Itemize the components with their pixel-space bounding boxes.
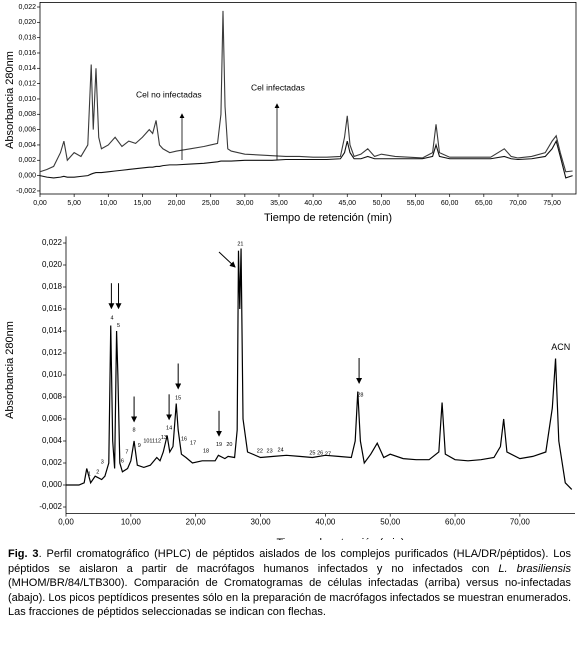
arrow [218, 251, 236, 268]
peak-label: 20 [226, 442, 232, 448]
x-tick-label: 5,00 [67, 200, 81, 207]
x-tick-label: 0,00 [58, 518, 74, 527]
y-tick-label: 0,020 [42, 260, 63, 269]
peak-label: 19 [216, 442, 222, 448]
peak-label: 28 [357, 392, 363, 398]
y-tick-label: 0,016 [42, 304, 63, 313]
x-tick-label: 0,00 [33, 200, 47, 207]
x-tick-label: 70,00 [510, 518, 531, 527]
y-tick-label: 0,012 [18, 80, 36, 87]
y-tick-label: 0,022 [18, 4, 36, 11]
peak-label: 5 [117, 323, 120, 329]
peak-label: 18 [203, 448, 209, 454]
figure: -0,0020,0000,0020,0040,0060,0080,0100,01… [4, 2, 577, 540]
trace [39, 10, 573, 173]
series-label: Cel no infectadas [136, 89, 202, 99]
trace [39, 139, 573, 179]
y-tick-label: 0,012 [42, 348, 63, 357]
peak-label: 11 [149, 438, 155, 444]
peak-label: 15 [175, 396, 181, 402]
x-tick-label: 60,00 [441, 200, 459, 207]
y-tick-label: 0,004 [18, 142, 36, 149]
y-tick-label: 0,004 [42, 436, 63, 445]
x-tick-label: 10,00 [100, 200, 118, 207]
peak-label: 13 [161, 435, 167, 441]
x-tick-label: 55,00 [407, 200, 425, 207]
peak-label: 3 [101, 459, 104, 465]
peak-label: 26 [317, 451, 323, 457]
series-label: Cel infectadas [251, 82, 305, 92]
x-axis-label: Tiempo de retención (min) [264, 212, 392, 224]
peak-label: 10 [143, 438, 149, 444]
x-tick-label: 30,00 [236, 200, 254, 207]
caption: Fig. 3. Perfil cromatográfico (HPLC) de … [8, 547, 571, 620]
caption-species: L. brasiliensis [498, 562, 571, 575]
peak-label: 25 [309, 451, 315, 457]
y-tick-label: 0,000 [42, 480, 63, 489]
y-tick-label: 0,008 [42, 392, 63, 401]
peak-label: 14 [166, 425, 172, 431]
peak-label: 12 [155, 438, 161, 444]
x-tick-label: 70,00 [509, 200, 527, 207]
peak-label: 9 [138, 443, 141, 449]
y-tick-label: 0,018 [18, 34, 36, 41]
peak-label: 22 [257, 448, 263, 454]
x-axis-label: Tiempo de retención (min) [277, 537, 405, 540]
peak-label: 21 [237, 242, 243, 248]
caption-text: . Perfil cromatográfico (HPLC) de péptid… [8, 548, 571, 575]
caption-text: (MHOM/BR/84/LTB300). Comparación de Crom… [8, 577, 571, 618]
peak-label: 23 [267, 448, 273, 454]
y-tick-label: -0,002 [39, 502, 62, 511]
peak-label: ACN [551, 342, 570, 352]
y-tick-label: 0,010 [42, 370, 63, 379]
peak-label: 24 [278, 447, 284, 453]
x-tick-label: 35,00 [270, 200, 288, 207]
plot-frame [39, 2, 577, 195]
x-tick-label: 50,00 [373, 200, 391, 207]
x-tick-label: 75,00 [543, 200, 561, 207]
x-tick-label: 65,00 [475, 200, 493, 207]
x-tick-label: 30,00 [251, 518, 272, 527]
x-tick-label: 10,00 [121, 518, 142, 527]
y-tick-label: 0,010 [18, 96, 36, 103]
x-tick-label: 15,00 [134, 200, 152, 207]
x-tick-label: 60,00 [445, 518, 466, 527]
y-tick-label: 0,006 [42, 414, 63, 423]
y-tick-label: 0,018 [42, 282, 63, 291]
y-tick-label: 0,014 [42, 326, 63, 335]
y-tick-label: 0,002 [18, 157, 36, 164]
y-tick-label: 0,014 [18, 65, 36, 72]
caption-label: Fig. 3 [8, 548, 39, 560]
x-tick-label: 40,00 [304, 200, 322, 207]
trace [66, 248, 573, 490]
y-tick-label: 0,000 [18, 172, 36, 179]
y-tick-label: 0,008 [18, 111, 36, 118]
x-tick-label: 20,00 [186, 518, 207, 527]
peak-label: 1 [88, 471, 91, 477]
y-tick-label: 0,006 [18, 126, 36, 133]
y-tick-label: -0,002 [16, 188, 36, 195]
y-tick-label: 0,022 [42, 238, 63, 247]
peak-label: 16 [181, 436, 187, 442]
x-tick-label: 50,00 [380, 518, 401, 527]
peak-label: 27 [325, 452, 331, 458]
peak-label: 6 [121, 458, 124, 464]
peak-label: 7 [125, 449, 128, 455]
y-tick-label: 0,002 [42, 458, 63, 467]
x-tick-label: 40,00 [315, 518, 336, 527]
y-tick-label: 0,020 [18, 19, 36, 26]
y-tick-label: 0,016 [18, 50, 36, 57]
peak-label: 2 [96, 469, 99, 475]
x-tick-label: 45,00 [338, 200, 356, 207]
peak-label: 17 [190, 441, 196, 447]
peak-label: 4 [111, 315, 114, 321]
y-axis-label: Absorbancia 280nm [4, 51, 16, 149]
x-tick-label: 20,00 [168, 200, 186, 207]
y-axis-label: Absorbancia 280nm [4, 321, 16, 419]
x-tick-label: 25,00 [202, 200, 220, 207]
peak-label: 8 [133, 427, 136, 433]
